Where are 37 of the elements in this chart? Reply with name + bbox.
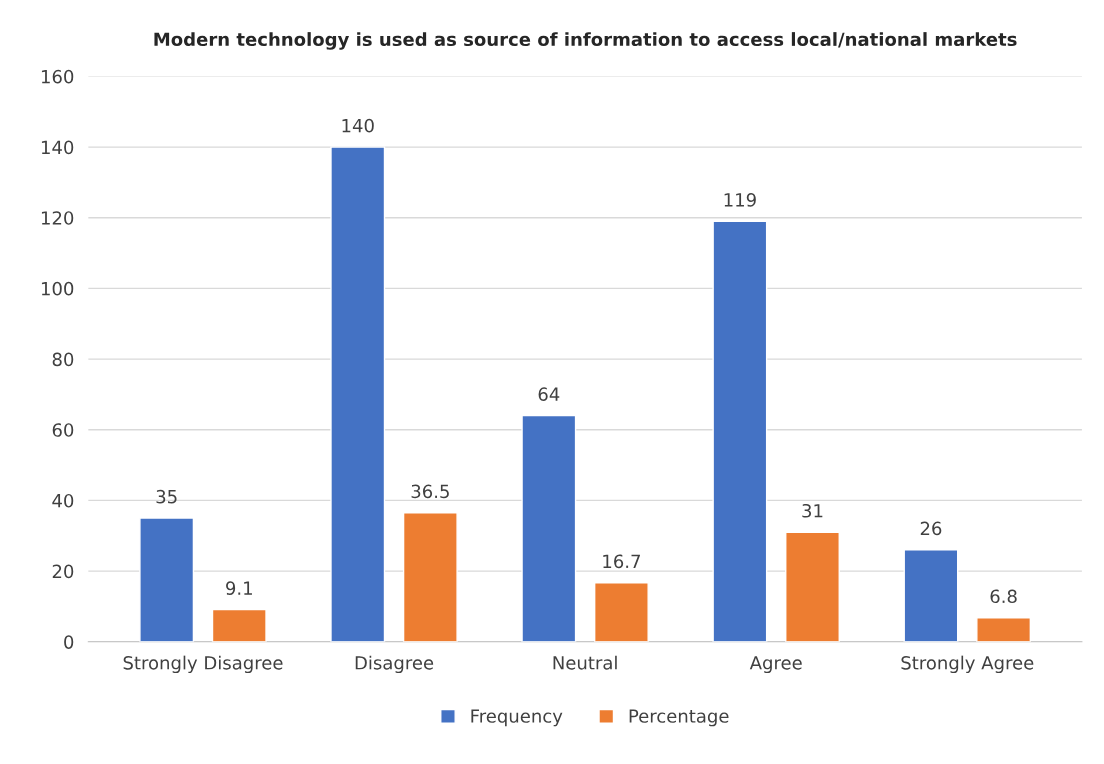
- legend-label: Percentage: [629, 709, 729, 727]
- bar: [139, 517, 195, 642]
- y-tick-label: 100: [41, 281, 74, 296]
- x-tick-label: Strongly Agree: [901, 655, 1034, 674]
- data-label: 36.5: [411, 484, 449, 499]
- data-label: 6.8: [990, 589, 1017, 604]
- data-label: 31: [802, 503, 823, 518]
- bar: [903, 549, 959, 642]
- y-tick-label: 120: [41, 211, 74, 225]
- y-tick-label: 140: [41, 140, 74, 155]
- y-tick-label: 60: [52, 423, 74, 437]
- bar: [211, 608, 267, 642]
- data-label: 64: [538, 387, 560, 402]
- bar: [976, 617, 1032, 642]
- data-label: 26: [920, 521, 942, 536]
- legend-label: Frequency: [471, 709, 563, 727]
- x-tick-label: Strongly Disagree: [123, 655, 283, 674]
- bar: [785, 531, 840, 642]
- y-tick-label: 20: [52, 564, 74, 579]
- data-label: 16.7: [603, 554, 640, 569]
- data-label: 9.1: [226, 581, 252, 595]
- bar: [402, 512, 458, 642]
- y-tick-label: 160: [41, 69, 74, 84]
- chart-title: Modern technology is used as source of information to access local/national markets: [154, 32, 1017, 50]
- y-tick-label: 0: [64, 635, 74, 649]
- y-tick-label: 40: [52, 493, 74, 508]
- bar: [330, 146, 386, 642]
- bar: [593, 582, 649, 642]
- x-tick-label: Disagree: [355, 655, 434, 674]
- x-tick-label: Agree: [749, 656, 802, 674]
- y-tick-label: 80: [52, 352, 74, 367]
- x-tick-label: Neutral: [553, 655, 617, 670]
- bar: [712, 220, 768, 642]
- data-label: 119: [724, 193, 756, 207]
- bar: [521, 414, 577, 642]
- data-label: 35: [156, 489, 177, 504]
- data-label: 140: [342, 118, 374, 133]
